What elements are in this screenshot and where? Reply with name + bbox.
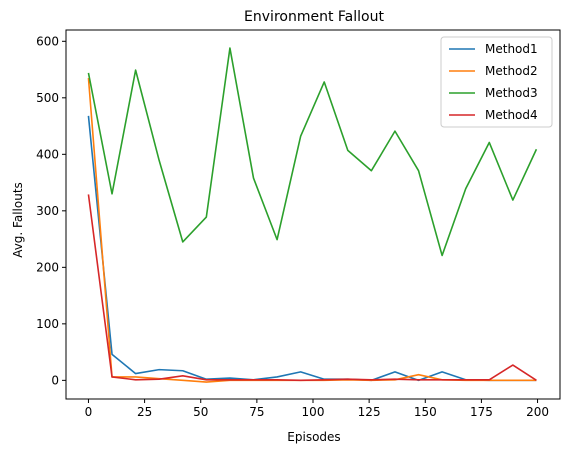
y-tick-label: 200 [36,260,59,274]
plot-lines [87,47,538,383]
legend-label-method3: Method3 [485,86,538,100]
y-axis-ticks: 0 100 200 300 400 500 600 [36,34,66,387]
x-tick-label: 0 [85,405,93,419]
x-tick-label: 175 [470,405,493,419]
y-tick-label: 400 [36,147,59,161]
series-line-method4 [87,194,537,382]
series-line-method1 [87,115,537,382]
x-tick-label: 150 [414,405,437,419]
legend: Method1 Method2 Method3 Method4 [440,36,553,128]
x-tick-label: 125 [358,405,381,419]
y-tick-label: 100 [36,317,59,331]
x-axis-ticks: 0 25 50 75 100 125 150 175 200 [85,399,549,419]
chart-title: Environment Fallout [244,9,384,25]
x-tick-label: 50 [193,405,208,419]
y-tick-label: 300 [36,204,59,218]
y-axis-title: Avg. Fallouts [11,182,25,258]
legend-label-method1: Method1 [485,42,538,56]
legend-label-method4: Method4 [485,108,538,122]
x-tick-label: 200 [526,405,549,419]
series-line-method3 [87,47,538,257]
x-axis-title: Episodes [287,430,340,444]
y-tick-label: 500 [36,91,59,105]
y-tick-label: 600 [36,34,59,48]
legend-label-method2: Method2 [485,64,538,78]
legend-box [440,36,553,128]
x-tick-label: 100 [302,405,325,419]
y-tick-label: 0 [51,373,59,387]
x-tick-label: 25 [137,405,152,419]
x-tick-label: 75 [249,405,264,419]
